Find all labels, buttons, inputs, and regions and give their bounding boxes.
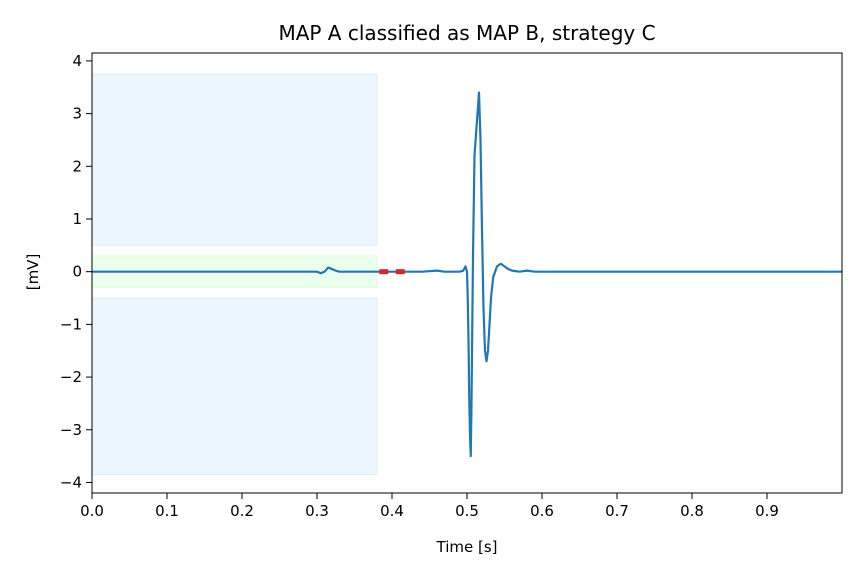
shaded-regions (91, 73, 378, 476)
y-tick-label: 1 (72, 210, 82, 228)
chart-title: MAP A classified as MAP B, strategy C (278, 21, 655, 45)
x-tick-label: 0.2 (230, 502, 254, 520)
x-tick-label: 0.0 (80, 502, 104, 520)
y-tick-label: −3 (60, 421, 82, 439)
x-tick-label: 0.3 (305, 502, 329, 520)
x-tick-label: 0.6 (530, 502, 554, 520)
y-tick-label: −2 (60, 368, 82, 386)
y-tick-label: 0 (72, 263, 82, 281)
series-layer (92, 91, 842, 458)
x-tick-label: 0.4 (380, 502, 404, 520)
series-line-0 (92, 91, 842, 458)
x-tick-label: 0.5 (455, 502, 479, 520)
x-axis-label: Time [s] (436, 538, 498, 556)
shaded-region-1 (91, 297, 378, 476)
x-axis-ticks: 0.0 0.1 0.2 0.3 0.4 0.5 0.6 0.7 0.8 0.9 (80, 493, 779, 520)
shaded-region-0 (91, 73, 378, 246)
y-tick-label: −4 (60, 473, 82, 491)
y-axis-ticks: 4 3 2 1 0 −1 −2 −3 −4 (60, 52, 92, 491)
y-axis-label: [mV] (24, 254, 42, 291)
x-tick-label: 0.7 (605, 502, 629, 520)
y-tick-label: 2 (72, 157, 82, 175)
x-tick-label: 0.8 (680, 502, 704, 520)
y-tick-label: 3 (72, 105, 82, 123)
y-tick-label: −1 (60, 315, 82, 333)
y-tick-label: 4 (72, 52, 82, 70)
x-tick-label: 0.1 (155, 502, 179, 520)
x-tick-label: 0.9 (755, 502, 779, 520)
